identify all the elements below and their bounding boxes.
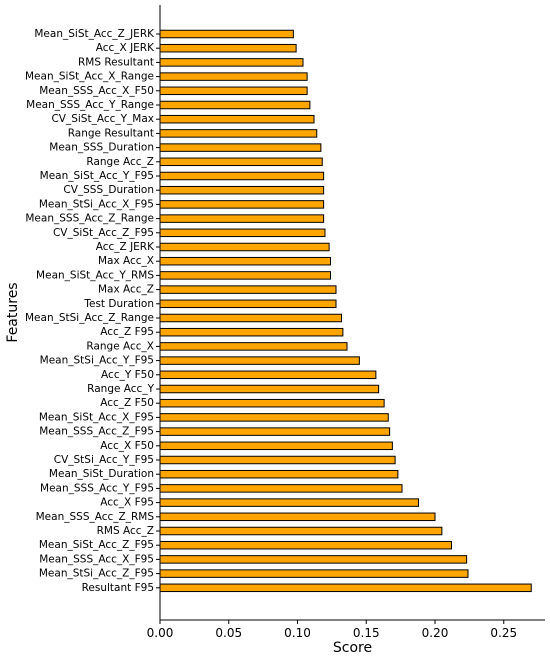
bar <box>159 484 403 493</box>
bar <box>159 100 311 110</box>
bar <box>159 555 468 564</box>
bar <box>159 498 419 507</box>
bar <box>159 185 325 195</box>
category-label: Mean_SSS_Acc_Y_Range <box>26 99 154 111</box>
bar <box>159 427 391 436</box>
category-label: Max Acc_Z <box>98 284 154 296</box>
category-label: RMS Resultant <box>78 56 154 68</box>
bar <box>159 342 348 351</box>
category-label: Range Acc_Z <box>86 156 154 168</box>
bar <box>159 228 326 238</box>
bar <box>159 398 385 408</box>
category-label: Mean_SiSt_Acc_Z_JERK <box>34 28 155 40</box>
category-label: Mean_SSS_Acc_X_F50 <box>39 85 154 97</box>
category-label: Mean_SiSt_Acc_X_Range <box>25 71 154 83</box>
x-tick-label: 0.00 <box>147 626 174 640</box>
bar <box>159 72 308 81</box>
bar <box>159 200 325 209</box>
category-label: Acc_X F50 <box>100 440 154 452</box>
bar <box>159 413 389 422</box>
category-label: Test Duration <box>83 298 154 310</box>
bar <box>159 469 399 479</box>
x-tick-label: 0.20 <box>422 626 449 640</box>
x-tick-label: 0.25 <box>490 626 517 640</box>
bar <box>159 143 322 152</box>
bar <box>159 512 436 522</box>
bar <box>159 285 337 294</box>
bar <box>159 384 380 394</box>
category-label: Range Resultant <box>68 127 154 139</box>
x-tick-label: 0.15 <box>353 626 380 640</box>
category-label: Mean_SSS_Acc_Z_F95 <box>39 426 154 438</box>
bar <box>159 214 325 223</box>
category-label: Mean_SiSt_Acc_X_F95 <box>39 411 154 423</box>
bar <box>159 271 331 280</box>
bar <box>159 242 330 252</box>
category-label: Resultant F95 <box>82 582 154 594</box>
category-label: Mean_StSi_Acc_X_F95 <box>39 198 154 210</box>
bar <box>159 129 318 138</box>
category-label: Acc_X JERK <box>96 42 155 54</box>
bar <box>159 370 377 380</box>
category-label: Acc_Z F95 <box>100 326 154 338</box>
bar <box>159 455 396 465</box>
bar <box>159 441 393 451</box>
x-tick-label: 0.10 <box>284 626 311 640</box>
category-label: Acc_X F95 <box>100 497 154 509</box>
category-label: Range Acc_Y <box>87 383 154 395</box>
category-label: Mean_StSi_Acc_Y_F95 <box>40 355 154 367</box>
bar <box>159 313 342 323</box>
category-label: Max Acc_X <box>98 255 154 267</box>
category-label: Mean_SiSt_Duration <box>49 468 154 480</box>
x-ticks-group: 0.00 0.05 0.10 0.15 0.20 0.25 <box>147 620 517 640</box>
bar <box>159 171 325 181</box>
category-label: RMS Acc_Z <box>97 525 154 537</box>
category-label: Mean_SiSt_Acc_Y_RMS <box>36 269 154 281</box>
bar <box>159 583 532 593</box>
category-label: Mean_SSS_Acc_X_F95 <box>39 553 154 565</box>
category-label: CV_SiSt_Acc_Y_Max <box>51 113 154 125</box>
bar <box>159 526 443 536</box>
category-label: Acc_Z F50 <box>100 397 154 409</box>
category-label: Mean_SSS_Acc_Z_RMS <box>36 511 155 523</box>
category-labels-group: Mean_SiSt_Acc_Z_JERK Acc_X JERK RMS Result… <box>25 28 155 594</box>
category-label: Mean_StSi_Acc_Z_F95 <box>39 568 154 580</box>
bar <box>159 256 331 266</box>
bar <box>159 114 315 124</box>
bar <box>159 540 452 550</box>
category-label: Mean_SiSt_Acc_Z_F95 <box>39 539 154 551</box>
category-label: CV_SSS_Duration <box>63 184 154 196</box>
bar <box>159 29 294 39</box>
category-label: Mean_SSS_Duration <box>49 142 154 154</box>
bar <box>159 327 344 337</box>
category-label: Mean_SSS_Acc_Z_Range <box>25 213 154 225</box>
category-label: Mean_SSS_Acc_Y_F95 <box>40 482 154 494</box>
category-label: Acc_Y F50 <box>101 369 154 381</box>
bar <box>159 43 297 53</box>
bar <box>159 157 323 167</box>
x-tick-label: 0.05 <box>215 626 242 640</box>
bar <box>159 299 337 309</box>
bar <box>159 356 360 365</box>
x-axis-title: Score <box>333 640 372 656</box>
bar <box>159 86 308 96</box>
category-label: CV_StSi_Acc_Y_F95 <box>54 454 154 466</box>
category-label: Mean_SiSt_Acc_Y_F95 <box>40 170 154 182</box>
y-axis-title: Features <box>5 282 21 342</box>
category-label: Mean_StSi_Acc_Z_Range <box>25 312 154 324</box>
bar <box>159 58 304 67</box>
y-ticks-group <box>156 33 160 589</box>
category-label: CV_SiSt_Acc_Z_F95 <box>53 227 154 239</box>
bar <box>159 569 469 578</box>
category-label: Acc_Z JERK <box>96 241 155 253</box>
category-label: Range Acc_X <box>86 340 154 352</box>
bars-group <box>159 29 532 593</box>
